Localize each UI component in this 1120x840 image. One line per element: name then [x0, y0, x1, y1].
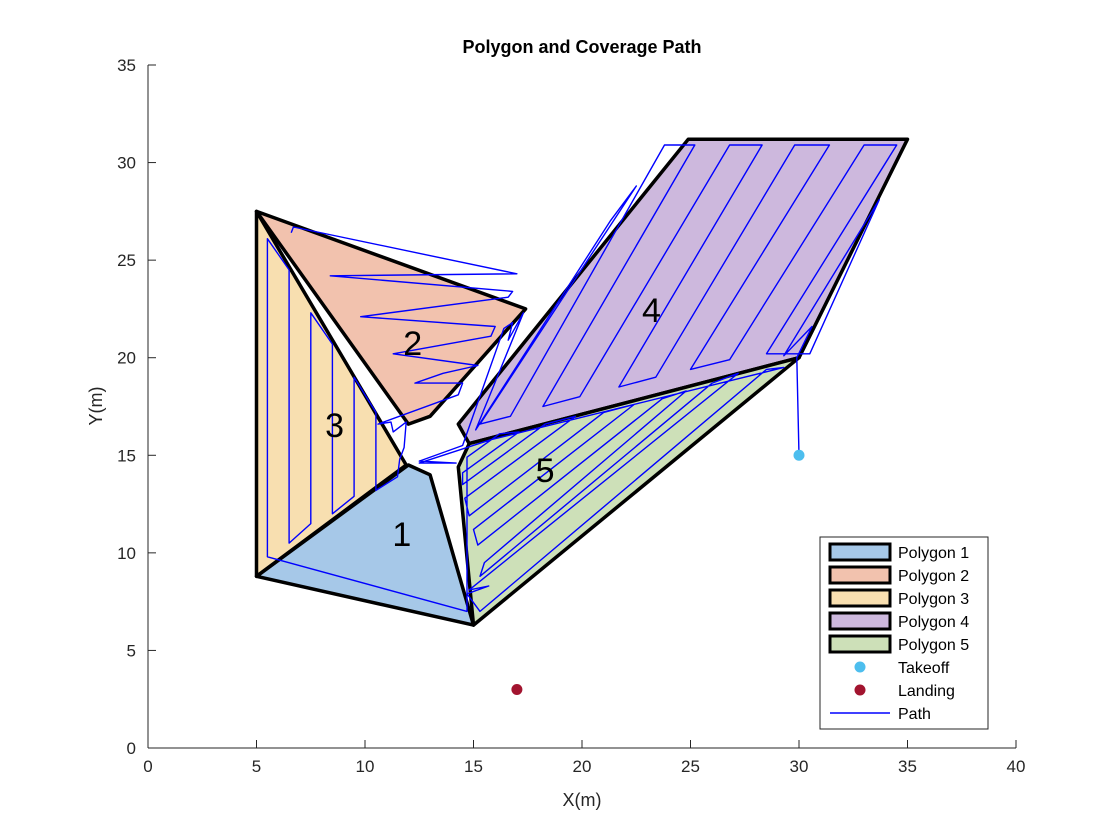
legend-swatch-polygon-5 [828, 634, 892, 654]
x-tick-label: 35 [898, 757, 917, 776]
y-tick-label: 10 [117, 544, 136, 563]
legend-label-polygon-1: Polygon 1 [898, 545, 969, 562]
y-tick-label: 15 [117, 446, 136, 465]
legend-label-takeoff: Takeoff [898, 660, 950, 677]
legend-label-polygon-3: Polygon 3 [898, 591, 969, 608]
legend-swatch-polygon-1 [828, 542, 892, 562]
y-tick-label: 35 [117, 56, 136, 75]
legend-swatch-polygon-2 [828, 565, 892, 585]
legend-label-polygon-4: Polygon 4 [898, 614, 969, 631]
polygon-4-label: 4 [642, 292, 661, 330]
legend-swatch-polygon-4 [828, 611, 892, 631]
legend-label-path: Path [898, 706, 931, 723]
x-tick-label: 30 [790, 757, 809, 776]
landing-marker [511, 683, 523, 695]
polygon-1-label: 1 [392, 516, 411, 554]
x-tick-label: 15 [464, 757, 483, 776]
legend-label-polygon-5: Polygon 5 [898, 637, 969, 654]
legend-swatch-landing [854, 684, 866, 696]
x-tick-label: 25 [681, 757, 700, 776]
takeoff-marker [793, 449, 805, 461]
legend-swatch-polygon-3 [828, 588, 892, 608]
polygon-2-label: 2 [403, 325, 422, 363]
x-tick-label: 5 [252, 757, 261, 776]
y-tick-label: 0 [127, 739, 136, 758]
polygon-3 [254, 209, 408, 579]
legend-swatch-takeoff [854, 661, 866, 673]
polygon-5-label: 5 [536, 452, 555, 490]
x-tick-label: 0 [143, 757, 152, 776]
x-axis-label: X(m) [563, 790, 602, 810]
y-tick-label: 25 [117, 251, 136, 270]
x-tick-label: 10 [356, 757, 375, 776]
x-tick-label: 40 [1007, 757, 1026, 776]
y-axis-label: Y(m) [86, 387, 106, 426]
legend-label-polygon-2: Polygon 2 [898, 568, 969, 585]
chart-title: Polygon and Coverage Path [462, 37, 701, 57]
x-tick-label: 20 [573, 757, 592, 776]
polygon-3-label: 3 [325, 407, 344, 445]
y-tick-label: 20 [117, 349, 136, 368]
legend-label-landing: Landing [898, 683, 955, 700]
y-tick-label: 5 [127, 641, 136, 660]
polygon-2 [254, 209, 528, 426]
coverage-path [266, 144, 898, 613]
y-tick-label: 30 [117, 154, 136, 173]
